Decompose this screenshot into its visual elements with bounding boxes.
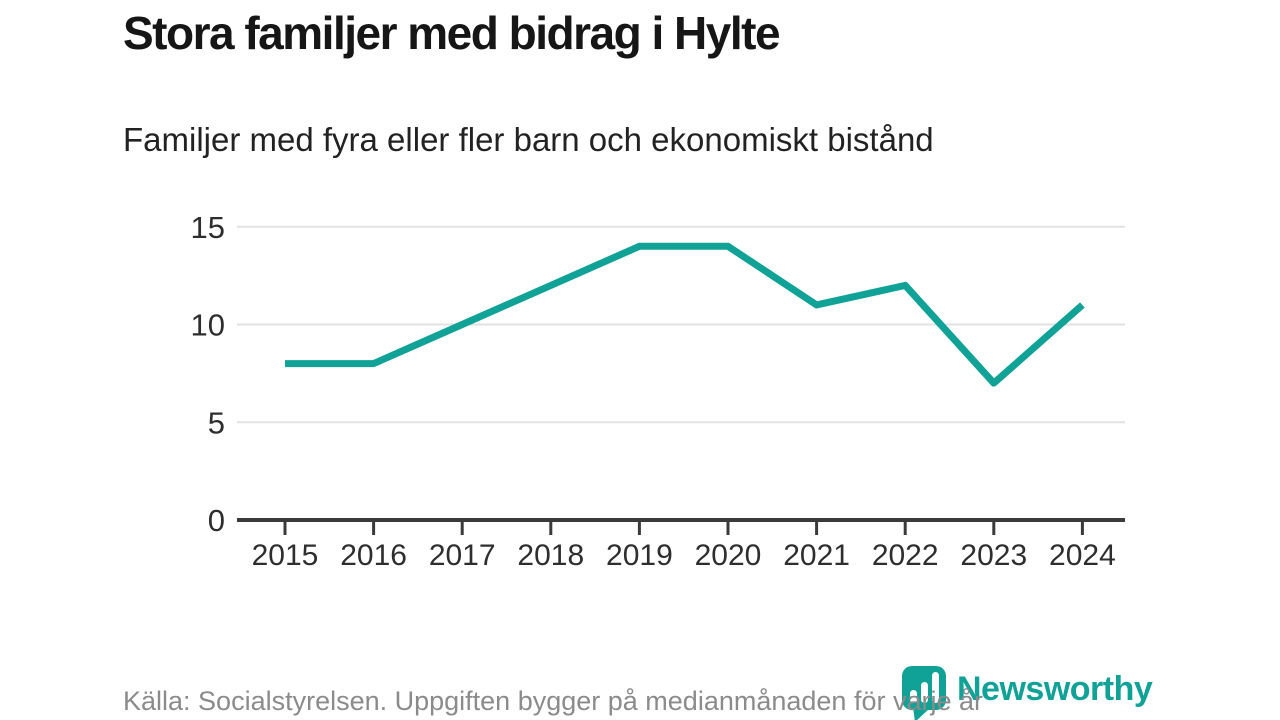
y-tick-label: 10	[191, 308, 225, 343]
line-chart-svg: 2015 2016 2017 2018 2019 2020 2021 2022 2023 2024…	[191, 210, 1125, 572]
logo-icon-shape	[902, 666, 946, 720]
page-title: Stora familjer med bidrag i Hylte	[123, 7, 781, 59]
newsworthy-logo-text: Newsworthy	[957, 670, 1153, 708]
data-line	[285, 242, 1085, 387]
x-tick-label: 2017	[429, 539, 496, 572]
x-tick-label: 2022	[872, 539, 939, 572]
source-note: Källa: Socialstyrelsen. Uppgiften bygger…	[123, 686, 983, 716]
x-tick-label: 2018	[517, 539, 584, 572]
x-tick-label: 2019	[606, 539, 673, 572]
x-tick-label: 2021	[783, 539, 850, 572]
x-tick-label: 2016	[340, 539, 407, 572]
x-tick-label: 2015	[252, 539, 319, 572]
y-tick-label: 0	[208, 503, 225, 538]
bar-chart-bubble-icon	[902, 666, 946, 720]
x-tick-label: 2024	[1049, 539, 1116, 572]
newsworthy-logo: Newsworthy	[902, 666, 1153, 720]
chart-subtitle: Familjer med fyra eller fler barn och ek…	[123, 121, 934, 158]
x-tick-label: 2023	[960, 539, 1027, 572]
y-tick-label: 5	[208, 405, 225, 440]
x-tick-label: 2020	[695, 539, 762, 572]
chart-area: 2015 2016 2017 2018 2019 2020 2021 2022 2023 2024…	[170, 195, 1140, 595]
y-tick-label: 15	[191, 210, 225, 245]
